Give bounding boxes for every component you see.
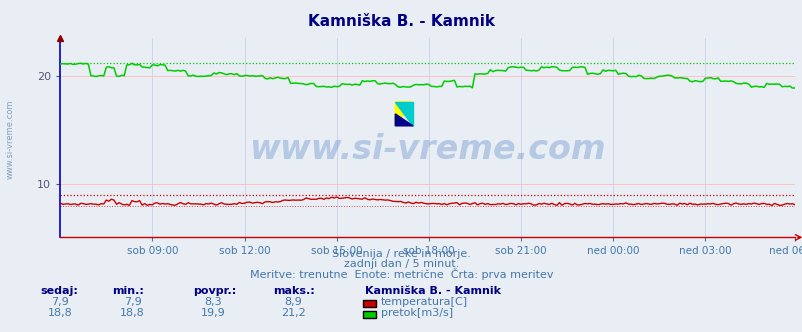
Text: 18,8: 18,8 bbox=[120, 308, 144, 318]
Polygon shape bbox=[395, 102, 412, 126]
Text: 8,3: 8,3 bbox=[204, 297, 221, 307]
Text: www.si-vreme.com: www.si-vreme.com bbox=[6, 100, 15, 179]
Text: 19,9: 19,9 bbox=[200, 308, 225, 318]
Text: min.:: min.: bbox=[112, 286, 144, 296]
Polygon shape bbox=[395, 114, 412, 126]
Text: Meritve: trenutne  Enote: metrične  Črta: prva meritev: Meritve: trenutne Enote: metrične Črta: … bbox=[249, 268, 553, 280]
Text: Kamniška B. - Kamnik: Kamniška B. - Kamnik bbox=[308, 14, 494, 29]
Text: temperatura[C]: temperatura[C] bbox=[380, 297, 467, 307]
Text: www.si-vreme.com: www.si-vreme.com bbox=[249, 133, 606, 166]
Text: Slovenija / reke in morje.: Slovenija / reke in morje. bbox=[332, 249, 470, 259]
Text: pretok[m3/s]: pretok[m3/s] bbox=[380, 308, 452, 318]
Text: 7,9: 7,9 bbox=[51, 297, 69, 307]
Text: Kamniška B. - Kamnik: Kamniška B. - Kamnik bbox=[365, 286, 500, 296]
Text: 7,9: 7,9 bbox=[124, 297, 141, 307]
Text: sedaj:: sedaj: bbox=[40, 286, 78, 296]
Text: povpr.:: povpr.: bbox=[192, 286, 236, 296]
Polygon shape bbox=[395, 102, 412, 126]
Text: maks.:: maks.: bbox=[273, 286, 314, 296]
Text: zadnji dan / 5 minut.: zadnji dan / 5 minut. bbox=[343, 259, 459, 269]
Text: 18,8: 18,8 bbox=[48, 308, 72, 318]
Text: 21,2: 21,2 bbox=[281, 308, 305, 318]
Text: 8,9: 8,9 bbox=[284, 297, 302, 307]
